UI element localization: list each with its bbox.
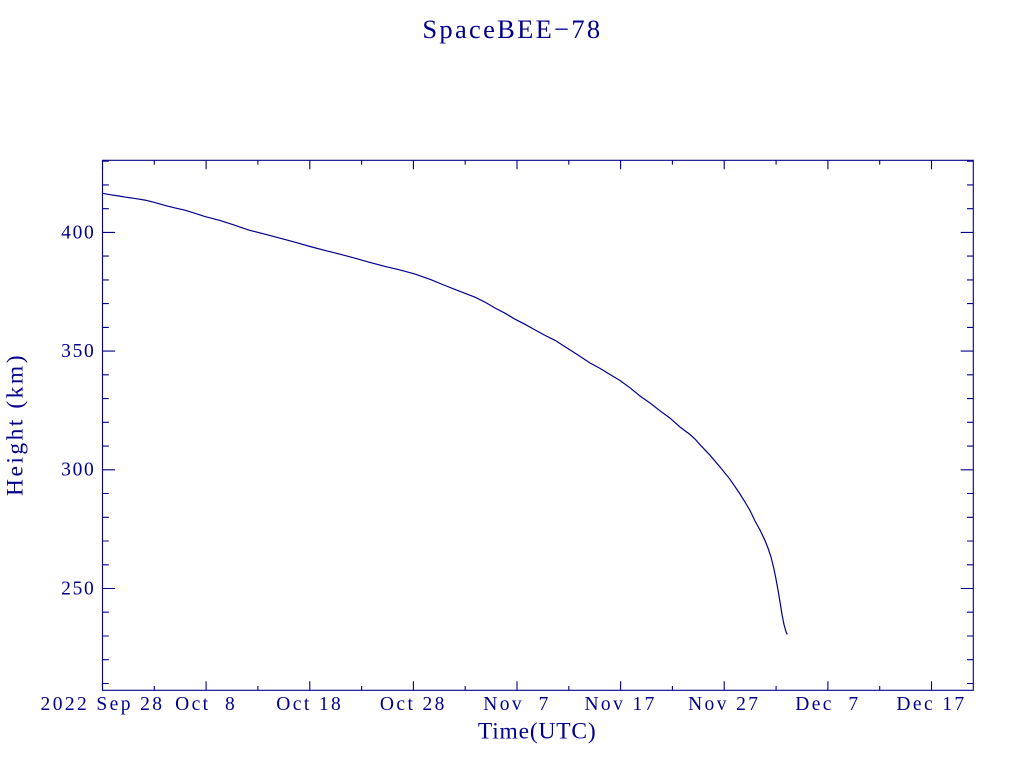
svg-text:Nov 27: Nov 27: [688, 694, 760, 715]
svg-text:350: 350: [61, 341, 95, 362]
svg-text:Height (km): Height (km): [3, 353, 29, 496]
svg-text:Oct 18: Oct 18: [276, 694, 343, 715]
svg-text:Nov 7: Nov 7: [483, 694, 550, 715]
svg-text:Oct 8: Oct 8: [175, 694, 237, 715]
svg-text:250: 250: [61, 578, 95, 599]
svg-text:SpaceBEE−78: SpaceBEE−78: [422, 14, 602, 44]
svg-text:Dec 7: Dec 7: [795, 694, 860, 715]
svg-text:300: 300: [61, 460, 95, 481]
svg-text:Dec 17: Dec 17: [896, 694, 966, 715]
svg-text:2022 Sep 28: 2022 Sep 28: [41, 694, 165, 715]
svg-text:Nov 17: Nov 17: [584, 694, 656, 715]
svg-text:Oct 28: Oct 28: [380, 694, 447, 715]
svg-text:Time(UTC): Time(UTC): [478, 718, 597, 744]
svg-text:400: 400: [61, 222, 95, 243]
